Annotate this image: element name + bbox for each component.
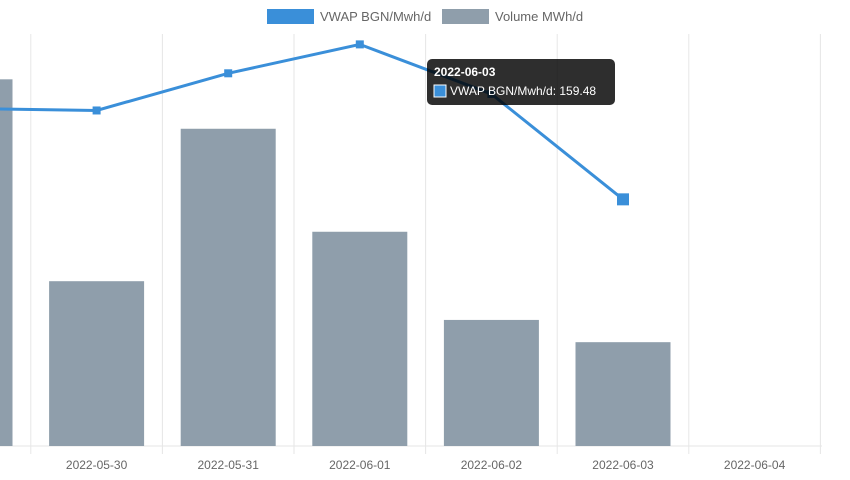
legend-swatch-volume[interactable] [442,9,489,24]
tooltip-title: 2022-06-03 [434,65,496,79]
legend: VWAP BGN/Mwh/d Volume MWh/d [267,9,583,24]
legend-label-volume[interactable]: Volume MWh/d [495,9,583,24]
x-tick-label: 2022-06-02 [461,458,523,472]
tooltip: 2022-06-03 VWAP BGN/Mwh/d: 159.48 [427,59,615,105]
vwap-line [0,42,624,201]
x-tick-label: 2022-06-04 [724,458,786,472]
x-tick-label: 2022-06-03 [592,458,654,472]
volume-bar-2022-06-01[interactable] [312,231,408,446]
legend-swatch-vwap[interactable] [267,9,314,24]
volume-bar-2022-05-29[interactable] [0,79,13,446]
tooltip-color-swatch [433,84,447,98]
vwap-point-2022-05-30[interactable] [92,106,101,115]
volume-bars [0,79,671,446]
x-tick-label: 2022-05-31 [198,458,260,472]
volume-bar-2022-06-03[interactable] [575,342,671,446]
vwap-point-2022-06-01[interactable] [355,40,364,49]
x-tick-label: 2022-05-30 [66,458,128,472]
tooltip-background [427,59,615,105]
vwap-point-2022-06-03[interactable] [617,193,629,206]
tooltip-label: VWAP BGN/Mwh/d: 159.48 [450,84,596,98]
volume-bar-2022-05-31[interactable] [180,128,276,446]
x-tick-label: 2022-06-01 [329,458,391,472]
legend-label-vwap[interactable]: VWAP BGN/Mwh/d [320,9,431,24]
x-axis: 2022-05-30 2022-05-31 2022-06-01 2022-06-02… [66,458,786,472]
volume-bar-2022-06-02[interactable] [443,319,539,446]
volume-bar-2022-05-30[interactable] [49,281,145,446]
vwap-point-2022-05-31[interactable] [224,69,233,78]
